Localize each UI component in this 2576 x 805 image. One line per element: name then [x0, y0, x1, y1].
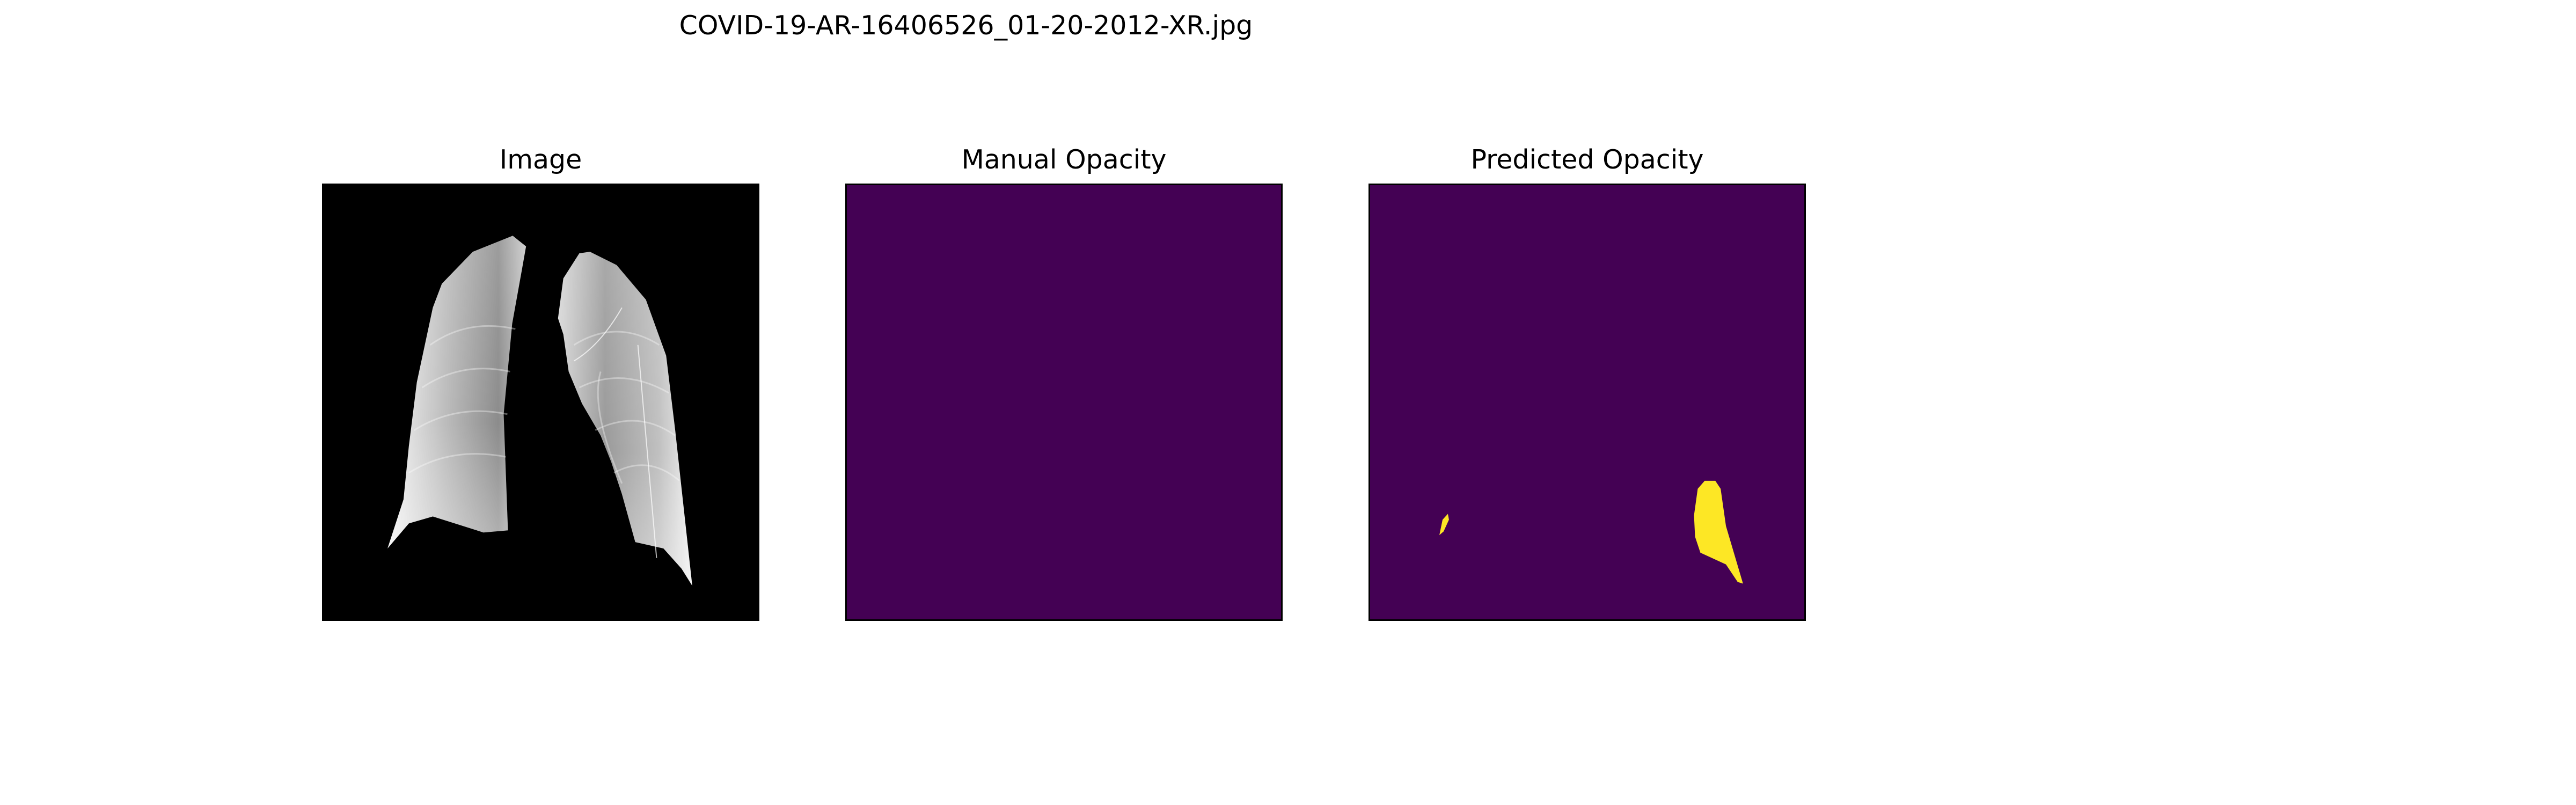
panel-title-image: Image	[499, 144, 582, 175]
predicted-opacity-region-large	[1694, 480, 1743, 584]
predicted-opacity-region-small	[1439, 514, 1449, 536]
manual-opacity-mask	[847, 185, 1281, 619]
predicted-opacity-mask	[1370, 185, 1804, 619]
manual-opacity-panel	[845, 184, 1283, 621]
xray-image-panel	[322, 184, 759, 621]
xray-lung-image	[387, 236, 692, 586]
figure-title: COVID-19-AR-16406526_01-20-2012-XR.jpg	[679, 10, 1253, 41]
panel-title-predicted-opacity: Predicted Opacity	[1470, 144, 1704, 175]
panel-title-manual-opacity: Manual Opacity	[961, 144, 1167, 175]
predicted-opacity-panel	[1368, 184, 1806, 621]
